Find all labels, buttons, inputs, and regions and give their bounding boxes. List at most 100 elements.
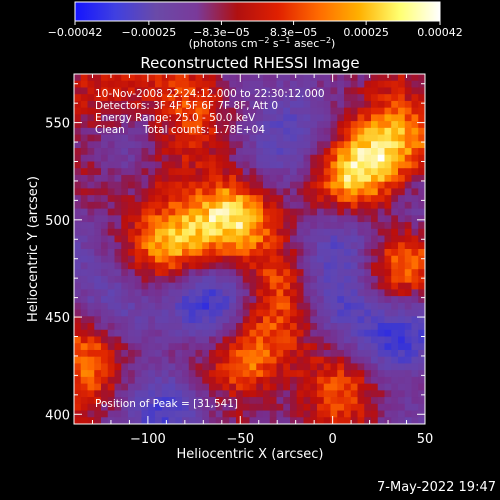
heatmap-pixel xyxy=(74,154,82,162)
heatmap-pixel xyxy=(290,208,298,216)
heatmap-pixel xyxy=(269,161,277,169)
heatmap-pixel xyxy=(303,323,311,331)
heatmap-pixel xyxy=(283,302,291,310)
heatmap-pixel xyxy=(364,370,372,378)
heatmap-pixel xyxy=(114,195,122,203)
heatmap-pixel xyxy=(161,397,169,405)
heatmap-pixel xyxy=(128,302,136,310)
heatmap-pixel xyxy=(168,208,176,216)
heatmap-pixel xyxy=(337,336,345,344)
heatmap-pixel xyxy=(263,114,271,122)
heatmap-pixel xyxy=(209,215,217,223)
heatmap-pixel xyxy=(222,100,230,109)
heatmap-pixel xyxy=(242,302,250,310)
heatmap-pixel xyxy=(350,74,358,82)
heatmap-pixel xyxy=(411,161,419,169)
heatmap-pixel xyxy=(114,215,122,223)
heatmap-pixel xyxy=(283,363,291,371)
heatmap-pixel xyxy=(182,262,190,270)
heatmap-pixel xyxy=(377,356,385,364)
heatmap-pixel xyxy=(249,363,257,371)
x-tick-label: 50 xyxy=(417,432,434,447)
heatmap-pixel xyxy=(303,383,311,391)
heatmap-pixel xyxy=(384,349,392,358)
heatmap-pixel xyxy=(80,383,88,391)
heatmap-pixel xyxy=(128,275,136,284)
heatmap-pixel xyxy=(303,107,311,115)
heatmap-pixel xyxy=(377,80,385,88)
heatmap-pixel xyxy=(215,356,223,364)
heatmap-pixel xyxy=(418,323,425,331)
heatmap-pixel xyxy=(175,390,183,398)
heatmap-pixel xyxy=(101,403,109,411)
heatmap-pixel xyxy=(310,242,318,250)
heatmap-pixel xyxy=(168,390,176,398)
heatmap-pixel xyxy=(371,235,379,243)
heatmap-pixel xyxy=(404,410,412,418)
heatmap-pixel xyxy=(377,275,385,284)
heatmap-pixel xyxy=(350,181,358,189)
heatmap-pixel xyxy=(175,228,183,236)
heatmap-pixel xyxy=(222,390,230,398)
heatmap-pixel xyxy=(161,195,169,203)
heatmap-pixel xyxy=(215,397,223,405)
heatmap-pixel xyxy=(202,376,210,385)
heatmap-pixel xyxy=(80,201,88,210)
heatmap-pixel xyxy=(357,289,365,297)
heatmap-pixel xyxy=(411,383,419,391)
heatmap-pixel xyxy=(202,121,210,129)
heatmap-pixel xyxy=(182,168,190,176)
heatmap-pixel xyxy=(290,323,298,331)
heatmap-pixel xyxy=(384,242,392,250)
heatmap-pixel xyxy=(80,195,88,203)
heatmap-pixel xyxy=(377,174,385,183)
heatmap-pixel xyxy=(121,296,129,304)
heatmap-pixel xyxy=(276,107,284,115)
heatmap-pixel xyxy=(317,235,325,243)
heatmap-pixel xyxy=(80,289,88,297)
heatmap-pixel xyxy=(283,154,291,162)
heatmap-pixel xyxy=(155,87,163,95)
heatmap-pixel xyxy=(290,356,298,364)
heatmap-pixel xyxy=(242,242,250,250)
heatmap-pixel xyxy=(188,201,196,210)
heatmap-pixel xyxy=(290,269,298,277)
heatmap-pixel xyxy=(175,329,183,337)
heatmap-pixel xyxy=(195,121,203,129)
heatmap-pixel xyxy=(323,363,331,371)
heatmap-pixel xyxy=(317,262,325,270)
heatmap-pixel xyxy=(134,134,142,142)
heatmap-pixel xyxy=(148,289,156,297)
heatmap-pixel xyxy=(141,316,149,324)
heatmap-pixel xyxy=(107,323,115,331)
heatmap-pixel xyxy=(296,255,304,263)
heatmap-pixel xyxy=(114,168,122,176)
heatmap-pixel xyxy=(175,242,183,250)
heatmap-pixel xyxy=(148,309,156,317)
heatmap-pixel xyxy=(404,80,412,88)
heatmap-pixel xyxy=(296,181,304,189)
heatmap-pixel xyxy=(344,74,352,82)
heatmap-pixel xyxy=(276,410,284,418)
heatmap-pixel xyxy=(141,343,149,351)
heatmap-pixel xyxy=(74,296,82,304)
heatmap-pixel xyxy=(411,410,419,418)
heatmap-pixel xyxy=(263,343,271,351)
heatmap-pixel xyxy=(175,148,183,156)
colorbar-tick-label: −0.00025 xyxy=(122,26,177,39)
heatmap-pixel xyxy=(263,107,271,115)
heatmap-pixel xyxy=(371,148,379,156)
heatmap-pixel xyxy=(337,390,345,398)
heatmap-pixel xyxy=(303,215,311,223)
heatmap-pixel xyxy=(107,302,115,310)
heatmap-pixel xyxy=(128,208,136,216)
heatmap-pixel xyxy=(74,376,82,385)
heatmap-pixel xyxy=(236,417,244,424)
heatmap-pixel xyxy=(195,107,203,115)
heatmap-pixel xyxy=(236,282,244,290)
heatmap-pixel xyxy=(94,403,102,411)
heatmap-pixel xyxy=(310,168,318,176)
heatmap-pixel xyxy=(377,255,385,263)
heatmap-pixel xyxy=(357,349,365,358)
heatmap-pixel xyxy=(323,410,331,418)
